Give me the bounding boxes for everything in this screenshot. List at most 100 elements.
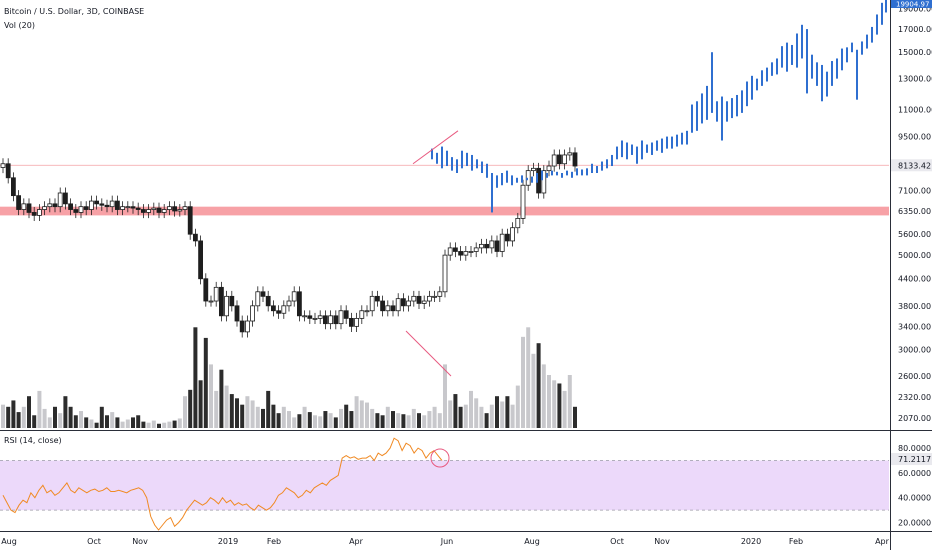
volume-bar	[510, 404, 515, 428]
volume-bar	[11, 400, 16, 428]
candle-body	[463, 251, 469, 256]
candle-body	[94, 200, 99, 205]
time-tick-label: Apr	[875, 537, 890, 546]
candle-body	[421, 300, 427, 304]
candle-body	[296, 291, 302, 317]
volume-bar	[27, 396, 31, 428]
price-tick-label: 5600.00	[898, 230, 931, 239]
candle-body	[250, 305, 256, 322]
candle-body	[531, 167, 536, 172]
volume-bar	[359, 400, 364, 428]
price-tick-label: 5000.00	[898, 251, 931, 260]
volume-bar	[505, 396, 510, 428]
volume-bar	[110, 412, 115, 428]
volume-bar	[281, 406, 286, 428]
candle-body	[499, 233, 505, 252]
candle-body	[504, 233, 510, 242]
candle-body	[374, 295, 380, 302]
time-tick-label: Nov	[654, 537, 670, 546]
candle-body	[484, 243, 490, 249]
volume-bar	[313, 415, 317, 428]
volume-bar	[469, 390, 473, 428]
candle-body	[281, 305, 287, 314]
volume-bar	[448, 400, 453, 428]
candle-body	[140, 209, 146, 213]
candle-body	[213, 286, 219, 302]
candle-body	[151, 207, 157, 210]
price-tick-label: 4400.00	[898, 275, 931, 284]
volume-bar	[401, 414, 406, 428]
volume-bar	[417, 413, 421, 428]
last-price-badge	[891, 159, 932, 172]
volume-bar	[68, 406, 73, 428]
candle-body	[52, 203, 58, 208]
rsi-tick-label: 20.0000	[898, 519, 931, 528]
candle-body	[177, 209, 183, 212]
candle-body	[359, 310, 365, 319]
rsi-circle	[430, 448, 450, 468]
candle-body	[166, 206, 172, 210]
price-tick-label: 9500.00	[898, 133, 931, 142]
volume-bar	[521, 336, 525, 428]
candle-body	[286, 300, 292, 307]
price-trendline	[412, 130, 459, 165]
volume-bar	[271, 404, 276, 428]
candle-body	[5, 163, 11, 179]
candle-body	[89, 200, 94, 210]
volume-bar	[183, 396, 187, 428]
candle-body	[572, 152, 578, 167]
volume-bar	[219, 369, 224, 428]
rsi-legend[interactable]: RSI (14, close)	[4, 436, 62, 445]
volume-bar	[47, 417, 52, 428]
candle-body	[239, 320, 245, 333]
volume-bar	[235, 398, 239, 428]
volume-bar	[1, 404, 5, 428]
volume-bar	[266, 390, 271, 428]
candle-body	[63, 192, 68, 205]
volume-bar	[567, 375, 572, 428]
volume-bar	[188, 389, 193, 428]
volume-bar	[214, 390, 219, 428]
top-price-badge	[891, 0, 932, 8]
time-tick-label: Nov	[132, 537, 148, 546]
candle-body	[541, 170, 547, 194]
candle-body	[452, 247, 458, 252]
candle-body	[224, 295, 230, 317]
price-tick-label: 15000.00	[898, 48, 932, 57]
volume-bar	[515, 385, 520, 428]
price-tick-label: 3000.00	[898, 345, 931, 354]
volume-bar	[89, 419, 94, 428]
symbol-legend[interactable]: Bitcoin / U.S. Dollar, 3D, COINBASE	[4, 7, 145, 16]
volume-bar	[146, 422, 151, 428]
volume-trendline	[405, 330, 452, 377]
price-tick-label: 7100.00	[898, 186, 931, 195]
volume-bar	[16, 412, 21, 428]
volume-bar	[287, 411, 291, 428]
time-tick-label: Aug	[1, 537, 17, 546]
candle-body	[458, 251, 464, 256]
candle-body	[551, 154, 557, 167]
candle-body	[390, 305, 396, 312]
volume-bar	[141, 421, 146, 428]
candle-body	[270, 305, 276, 312]
volume-legend[interactable]: Vol (20)	[4, 21, 35, 30]
volume-bar	[172, 420, 177, 428]
volume-bar	[437, 413, 442, 428]
candle-body	[203, 278, 209, 302]
time-tick-label: 2020	[741, 537, 761, 546]
volume-bar	[562, 390, 567, 428]
volume-bar	[42, 408, 47, 428]
volume-bar	[557, 383, 562, 428]
candle-body	[156, 207, 162, 213]
volume-bar	[245, 396, 250, 428]
rsi-line	[2, 437, 443, 531]
volume-bar	[94, 422, 99, 428]
volume-bar	[495, 396, 499, 428]
volume-bar	[573, 406, 577, 428]
volume-bar	[500, 401, 505, 428]
price-tick-label: 19000.00	[898, 5, 932, 14]
volume-bar	[375, 413, 380, 428]
volume-bar	[307, 412, 312, 428]
volume-bar	[115, 417, 120, 428]
candle-body	[426, 295, 432, 302]
